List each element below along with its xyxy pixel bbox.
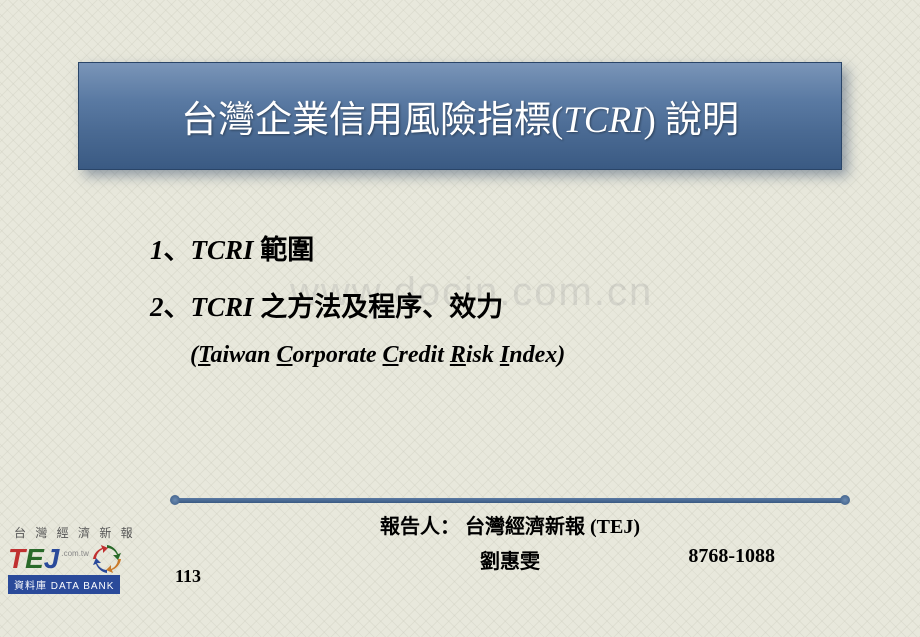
slide-title: 台灣企業信用風險指標(TCRI) 說明 <box>181 89 739 143</box>
w3: redit <box>399 342 450 368</box>
logo-top-text: 台 灣 經 濟 新 報 <box>14 524 183 541</box>
logo-letters: TEJ <box>8 543 59 575</box>
w3u: C <box>383 342 399 368</box>
bullet-1-bold: TCRI <box>191 235 254 265</box>
bullet-1-rest: 範圍 <box>254 235 315 265</box>
logo-middle: TEJ .com.tw <box>8 543 183 575</box>
w1u: T <box>198 342 210 368</box>
w4: isk <box>466 342 500 368</box>
paren-close: ) <box>557 342 565 368</box>
content-block: 1、TCRI 範圍 2、TCRI 之方法及程序、效力 (Taiwan Corpo… <box>150 228 800 369</box>
w2: orporate <box>293 342 383 368</box>
bullet-1-num: 1 <box>150 235 164 265</box>
footer-row2: 劉惠雯 8768-1088 <box>175 545 845 574</box>
bullet-1: 1、TCRI 範圍 <box>150 228 800 267</box>
title-prefix: 台灣企業信用風險指標( <box>181 100 563 141</box>
phone-number: 8768-1088 <box>688 545 775 568</box>
presenter-name: 劉惠雯 <box>480 551 540 573</box>
paren-open: ( <box>190 342 198 368</box>
w5u: I <box>500 342 509 368</box>
logo-bottom-text: 資料庫 DATA BANK <box>8 575 120 594</box>
title-suffix: ) 說明 <box>643 100 739 141</box>
footer-block: 報告人： 台灣經濟新報 (TEJ) 劉惠雯 8768-1088 <box>175 510 845 574</box>
bullet-2-bold: TCRI <box>191 292 254 322</box>
bullet-2-num: 2 <box>150 292 164 322</box>
title-bar: 台灣企業信用風險指標(TCRI) 說明 <box>78 62 842 170</box>
w4u: R <box>450 342 466 368</box>
bullet-2-sep: 、 <box>164 292 191 322</box>
subtitle-acronym: (Taiwan Corporate Credit Risk Index) <box>190 342 800 369</box>
w2u: C <box>277 342 293 368</box>
divider-line <box>175 498 845 504</box>
bullet-1-sep: 、 <box>164 235 191 265</box>
tej-logo: 台 灣 經 濟 新 報 TEJ .com.tw 資料庫 DATA BANK <box>8 524 183 592</box>
bullet-2-rest: 之方法及程序、效力 <box>254 292 504 322</box>
w5: ndex <box>509 342 557 368</box>
recycle-arrows-icon <box>93 545 121 573</box>
presenter-org: 報告人： 台灣經濟新報 (TEJ) <box>175 510 845 539</box>
logo-domain: .com.tw <box>61 549 89 558</box>
title-italic: TCRI <box>563 100 643 141</box>
w1: aiwan <box>210 342 276 368</box>
page-number: 113 <box>175 566 201 587</box>
bullet-2: 2、TCRI 之方法及程序、效力 <box>150 285 800 324</box>
